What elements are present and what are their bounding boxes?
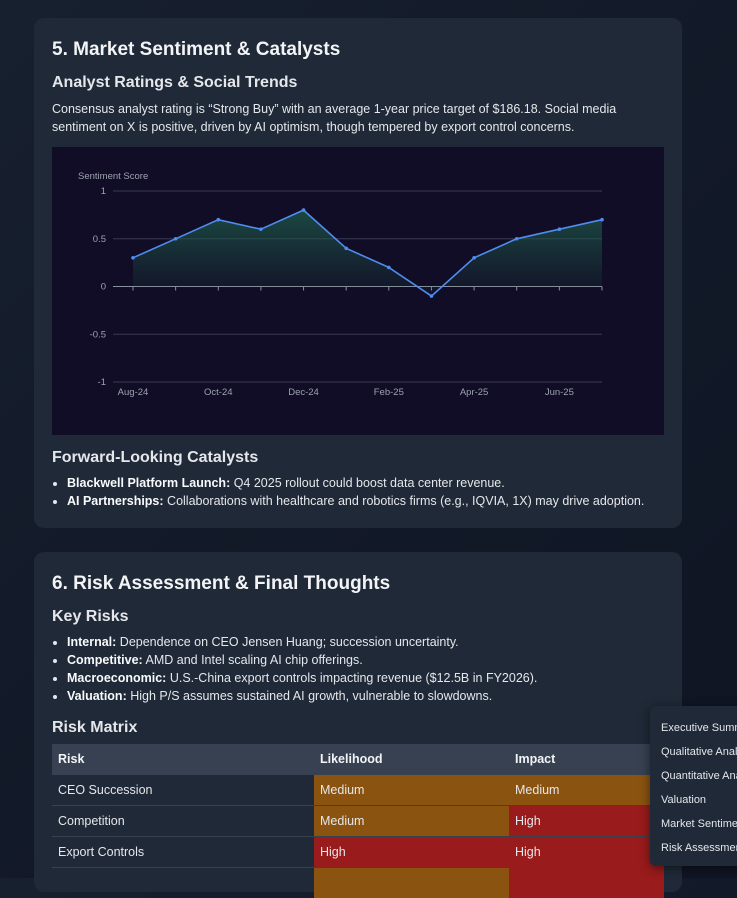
data-point (558, 227, 562, 231)
risk-cell: Export Controls (52, 837, 314, 868)
table-row: Export Controls High High (52, 837, 664, 868)
y-tick-label: 0.5 (93, 234, 106, 245)
x-tick-label: Oct-24 (204, 387, 233, 398)
column-header-risk: Risk (52, 744, 314, 775)
list-item: Internal: Dependence on CEO Jensen Huang… (67, 633, 679, 651)
risks-list: Internal: Dependence on CEO Jensen Huang… (52, 633, 679, 705)
x-tick-label: Jun-25 (545, 387, 574, 398)
risk-matrix-table: Risk Likelihood Impact CEO Succession Me… (52, 744, 664, 898)
likelihood-cell (314, 868, 509, 898)
data-point (131, 256, 135, 260)
risk-cell: CEO Succession (52, 775, 314, 806)
sentiment-chart: Sentiment Score 1 0.5 0 -0.5 -1 Aug-24 Oct-24… (52, 147, 664, 435)
list-item: Competitive: AMD and Intel scaling AI ch… (67, 651, 679, 669)
matrix-heading: Risk Matrix (52, 719, 137, 737)
data-point (515, 237, 519, 241)
risks-heading: Key Risks (52, 608, 129, 626)
section-market-sentiment: 5. Market Sentiment & Catalysts Analyst … (34, 18, 682, 528)
column-header-likelihood: Likelihood (314, 744, 509, 775)
list-item: AI Partnerships: Collaborations with hea… (67, 492, 679, 510)
section-title: 5. Market Sentiment & Catalysts (52, 39, 340, 61)
section-title: 6. Risk Assessment & Final Thoughts (52, 573, 390, 595)
y-tick-label: 1 (101, 186, 106, 197)
list-item: Valuation: High P/S assumes sustained AI… (67, 687, 679, 705)
toc-item-qualitative-analysis[interactable]: Qualitative Analysis (650, 740, 737, 764)
risk-cell: Competition (52, 806, 314, 837)
y-tick-label: -1 (98, 377, 106, 388)
catalysts-list: Blackwell Platform Launch: Q4 2025 rollo… (52, 474, 679, 510)
data-point (430, 294, 434, 298)
data-point (472, 256, 476, 260)
data-point (216, 218, 220, 222)
x-tick-label: Apr-25 (460, 387, 489, 398)
table-row: CEO Succession Medium Medium (52, 775, 664, 806)
toc-item-risk-assessment[interactable]: Risk Assessment (650, 836, 737, 860)
list-item: Macroeconomic: U.S.-China export control… (67, 669, 679, 687)
x-tick-label: Aug-24 (118, 387, 149, 398)
sentiment-chart-svg: Sentiment Score 1 0.5 0 -0.5 -1 Aug-24 Oct-24… (52, 147, 664, 435)
toc-nav: Executive Summary Qualitative Analysis Q… (650, 706, 737, 866)
toc-item-quantitative-analysis[interactable]: Quantitative Analysis (650, 764, 737, 788)
x-tick-label: Feb-25 (374, 387, 404, 398)
y-tick-label: -0.5 (90, 329, 106, 340)
y-tick-label: 0 (101, 282, 106, 293)
data-point (344, 247, 348, 251)
impact-cell: High (509, 806, 664, 837)
impact-cell (509, 868, 664, 898)
sentiment-area (133, 210, 602, 296)
impact-cell: High (509, 837, 664, 868)
table-row (52, 868, 664, 898)
impact-cell: Medium (509, 775, 664, 806)
section-risk-assessment: 6. Risk Assessment & Final Thoughts Key … (34, 552, 682, 892)
table-header-row: Risk Likelihood Impact (52, 744, 664, 775)
y-axis-label: Sentiment Score (78, 171, 148, 182)
likelihood-cell: High (314, 837, 509, 868)
toc-item-executive-summary[interactable]: Executive Summary (650, 716, 737, 740)
list-item: Blackwell Platform Launch: Q4 2025 rollo… (67, 474, 679, 492)
data-point (387, 266, 391, 270)
table-row: Competition Medium High (52, 806, 664, 837)
risk-cell (52, 868, 314, 898)
analyst-text: Consensus analyst rating is “Strong Buy”… (52, 100, 664, 136)
data-point (174, 237, 178, 241)
toc-item-valuation[interactable]: Valuation (650, 788, 737, 812)
data-point (302, 208, 306, 212)
x-tick-label: Dec-24 (288, 387, 319, 398)
likelihood-cell: Medium (314, 806, 509, 837)
catalysts-heading: Forward-Looking Catalysts (52, 449, 258, 467)
analyst-heading: Analyst Ratings & Social Trends (52, 74, 297, 92)
toc-item-market-sentiment[interactable]: Market Sentiment (650, 812, 737, 836)
data-point (259, 227, 263, 231)
column-header-impact: Impact (509, 744, 664, 775)
likelihood-cell: Medium (314, 775, 509, 806)
data-point (600, 218, 604, 222)
